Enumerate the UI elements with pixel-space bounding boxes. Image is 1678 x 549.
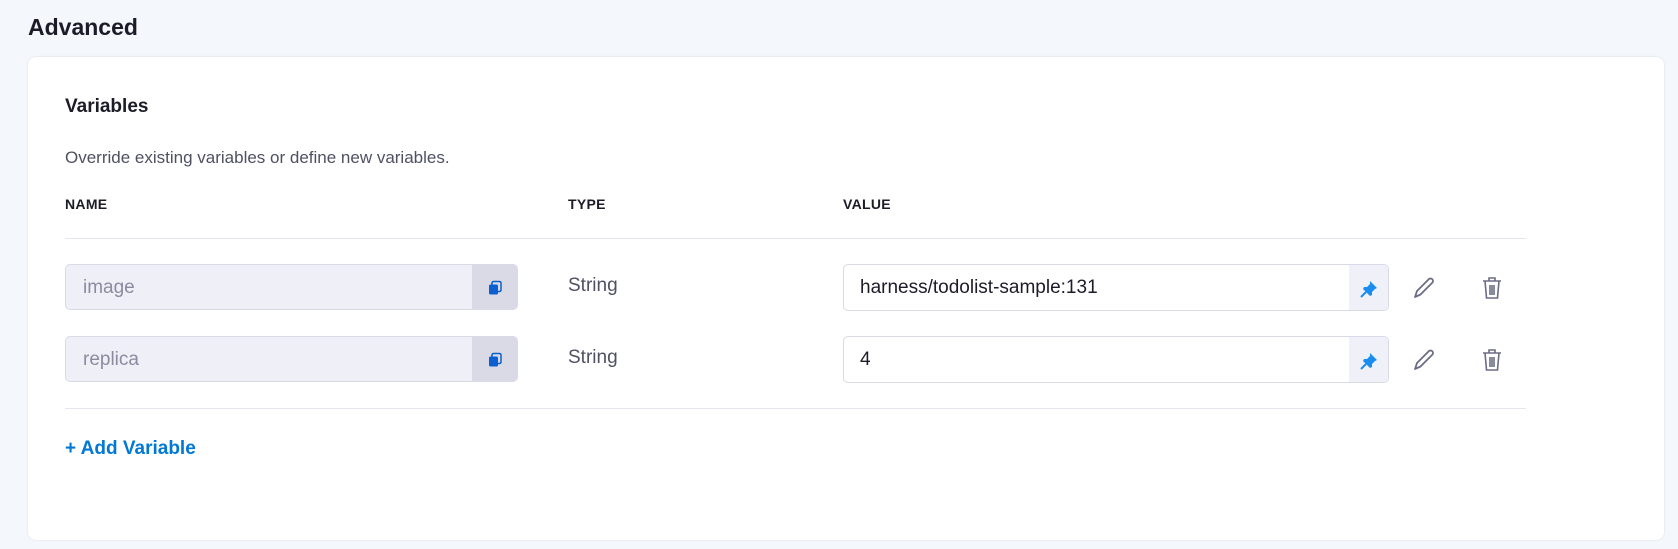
variable-value-input[interactable]: 4 <box>843 336 1389 383</box>
variables-title: Variables <box>65 96 149 117</box>
add-variable-button[interactable]: + Add Variable <box>65 438 196 459</box>
delete-button[interactable] <box>1477 273 1507 303</box>
variable-value-text: harness/todolist-sample:131 <box>860 277 1098 298</box>
column-header-name: NAME <box>65 196 108 212</box>
pin-icon <box>1359 352 1377 370</box>
column-header-value: VALUE <box>843 196 891 212</box>
copy-button[interactable] <box>472 337 517 381</box>
edit-button[interactable] <box>1409 345 1439 375</box>
delete-button[interactable] <box>1477 345 1507 375</box>
variable-name-field[interactable]: replica <box>65 336 518 382</box>
variable-name-field[interactable]: image <box>65 264 518 310</box>
variable-value-input[interactable]: harness/todolist-sample:131 <box>843 264 1389 311</box>
trash-icon <box>1483 277 1501 299</box>
variable-type: String <box>568 275 618 296</box>
copy-icon <box>488 280 502 295</box>
edit-button[interactable] <box>1409 273 1439 303</box>
variable-name-text: image <box>83 277 135 298</box>
variable-type: String <box>568 347 618 368</box>
variable-name-text: replica <box>83 349 139 370</box>
pin-button[interactable] <box>1349 265 1388 310</box>
pin-icon <box>1359 280 1377 298</box>
copy-icon <box>488 352 502 367</box>
divider <box>65 408 1526 409</box>
variables-description: Override existing variables or define ne… <box>65 148 450 167</box>
trash-icon <box>1483 349 1501 371</box>
pencil-icon <box>1414 277 1434 298</box>
column-header-type: TYPE <box>568 196 606 212</box>
section-title: Advanced <box>28 14 138 40</box>
pencil-icon <box>1414 349 1434 370</box>
variable-value-text: 4 <box>860 349 871 370</box>
copy-button[interactable] <box>472 265 517 309</box>
pin-button[interactable] <box>1349 337 1388 382</box>
divider <box>65 238 1526 239</box>
